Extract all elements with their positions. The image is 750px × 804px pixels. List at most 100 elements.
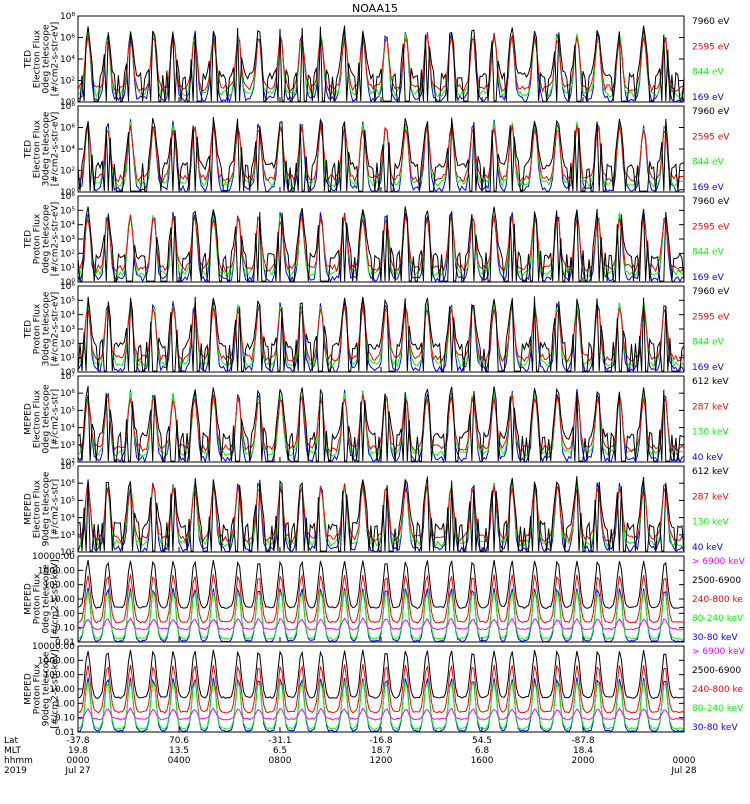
y-tick-label: 10.00 bbox=[49, 685, 75, 695]
legend-entry: 2500-6900 bbox=[692, 576, 741, 586]
series-trace bbox=[77, 209, 685, 284]
legend-entry: 287 keV bbox=[692, 492, 729, 502]
y-tick-label: 10² bbox=[60, 77, 75, 87]
series-trace bbox=[78, 25, 685, 102]
y-tick-label: 10⁶ bbox=[60, 34, 75, 44]
y-tick-label: 10⁵ bbox=[60, 496, 75, 506]
y-axis-label-line: MEPED bbox=[24, 673, 34, 705]
y-tick-label: 10⁴ bbox=[60, 514, 75, 524]
y-axis-label-line: Electron Flux bbox=[33, 389, 43, 448]
y-tick-label: 1000.00 bbox=[38, 656, 75, 666]
y-axis-label: TEDProton Flux0deg telescope[#/cm2-s-str… bbox=[24, 202, 61, 277]
y-tick-label: 10⁴ bbox=[60, 424, 75, 434]
y-tick-label: 10⁸ bbox=[60, 102, 75, 112]
panel-6: 10⁷ 10⁶ 10⁵ 10⁴ 10³ 10² MEPEDElectron Flux90de… bbox=[24, 462, 730, 558]
y-tick-label: 10⁶ bbox=[60, 282, 75, 292]
y-tick-label: 0.01 bbox=[55, 728, 75, 738]
y-axis-label-line: [#/cm2-s-str-eV] bbox=[51, 292, 61, 367]
series-trace bbox=[77, 393, 685, 453]
y-tick-label: 10² bbox=[60, 548, 75, 558]
series-trace bbox=[77, 664, 685, 714]
series-trace bbox=[77, 680, 685, 730]
y-tick-label: 10000.00 bbox=[32, 642, 75, 652]
y-tick-label: 10³ bbox=[60, 531, 75, 541]
legend-entry: 40 keV bbox=[692, 453, 724, 463]
y-axis-label-line: Proton Flux bbox=[33, 303, 43, 354]
y-axis-label: MEPEDProton Flux0deg telescope[#/cm2-s-s… bbox=[24, 559, 61, 638]
x-tick-label: 6.5 bbox=[273, 746, 287, 756]
y-tick-label: 10⁵ bbox=[60, 296, 75, 306]
legend-entry: 2595 eV bbox=[692, 312, 730, 322]
x-tick-label: 1200 bbox=[370, 756, 393, 766]
x-tick-label: 0400 bbox=[168, 756, 191, 766]
x-tick-label: -87.8 bbox=[571, 736, 595, 746]
y-tick-label: 10⁴ bbox=[60, 311, 75, 321]
y-axis-label-line: [#/cm2-s-str] bbox=[51, 479, 61, 539]
x-tick-label: 54.5 bbox=[472, 736, 492, 746]
y-axis-label-line: MEPED bbox=[24, 493, 34, 525]
x-row-label: MLT bbox=[4, 746, 22, 756]
x-tick-label: 0000 bbox=[673, 756, 696, 766]
x-tick-label: 18.7 bbox=[371, 746, 391, 756]
x-tick-label: 70.6 bbox=[169, 736, 189, 746]
y-tick-label: 10⁴ bbox=[60, 145, 75, 155]
y-axis-label-line: Electron Flux bbox=[33, 29, 43, 88]
y-axis-label-line: MEPED bbox=[24, 403, 34, 435]
x-row-label: 2019 bbox=[4, 766, 27, 776]
y-tick-label: 10⁰ bbox=[60, 278, 75, 288]
y-axis-label-line: 30deg telescope bbox=[42, 291, 52, 366]
y-axis-label-line: [#/cm2-s-str-eV] bbox=[51, 22, 61, 97]
y-tick-label: 10³ bbox=[60, 235, 75, 245]
y-tick-label: 10⁴ bbox=[60, 221, 75, 231]
legend-entry: 2500-6900 bbox=[692, 666, 741, 676]
panel-2: 10⁸ 10⁶ 10⁴ 10² 10⁰ TEDElectron Flux30deg tel… bbox=[24, 102, 731, 198]
legend-entry: 844 eV bbox=[692, 248, 725, 258]
legend-entry: 612 keV bbox=[692, 467, 729, 477]
legend-entry: 169 eV bbox=[692, 363, 725, 373]
y-axis-label: MEPEDProton Flux90deg telescope[#/cm2-s-… bbox=[24, 649, 61, 728]
x-tick-label: 13.5 bbox=[169, 746, 189, 756]
y-tick-label: 10³ bbox=[60, 441, 75, 451]
y-axis-label: TEDElectron Flux30deg telescope[#/cm2-s-… bbox=[24, 111, 61, 186]
y-tick-label: 10.00 bbox=[49, 595, 75, 605]
y-axis-label-line: 90deg telescope bbox=[42, 471, 52, 546]
y-tick-label: 100.00 bbox=[44, 671, 76, 681]
y-axis-label-line: 0deg telescope bbox=[42, 384, 52, 454]
y-axis-label-line: Electron Flux bbox=[33, 119, 43, 178]
y-axis-label-line: [#/cm2-s-str-keV] bbox=[51, 559, 61, 638]
series-trace bbox=[77, 34, 685, 93]
series-trace bbox=[77, 29, 685, 104]
legend-entry: 240-800 ke bbox=[692, 595, 743, 605]
legend-entry: 844 eV bbox=[692, 158, 725, 168]
y-axis-label-line: [#/cm2-s-str-eV] bbox=[51, 112, 61, 187]
y-axis-label-line: TED bbox=[24, 140, 34, 159]
legend-entry: 30-80 keV bbox=[692, 633, 738, 643]
y-axis-label-line: Proton Flux bbox=[33, 573, 43, 624]
y-tick-label: 10⁷ bbox=[60, 372, 75, 382]
series-trace bbox=[77, 483, 685, 543]
x-tick-label: 2000 bbox=[572, 756, 595, 766]
legend-entry: 287 keV bbox=[692, 402, 729, 412]
y-axis-label: TEDElectron Flux0deg telescope[#/cm2-s-s… bbox=[24, 22, 61, 97]
legend-entry: > 6900 keV bbox=[692, 557, 746, 567]
legend-entry: 30-80 keV bbox=[692, 723, 738, 733]
y-tick-label: 10¹ bbox=[60, 354, 75, 364]
legend-entry: 2595 eV bbox=[692, 132, 730, 142]
y-tick-label: 10² bbox=[60, 167, 75, 177]
series-trace bbox=[77, 559, 685, 609]
series-trace bbox=[77, 303, 685, 363]
y-axis-label-line: 0deg telescope bbox=[42, 24, 52, 94]
y-axis-label: MEPEDElectron Flux90deg telescope[#/cm2-… bbox=[24, 471, 61, 546]
y-tick-label: 10² bbox=[60, 249, 75, 259]
series-trace bbox=[77, 649, 685, 700]
legend-entry: 7960 eV bbox=[692, 287, 730, 297]
series-trace bbox=[77, 616, 685, 631]
y-axis-label-line: TED bbox=[24, 320, 34, 339]
y-tick-label: 10⁰ bbox=[60, 188, 75, 198]
series-trace bbox=[77, 707, 685, 721]
